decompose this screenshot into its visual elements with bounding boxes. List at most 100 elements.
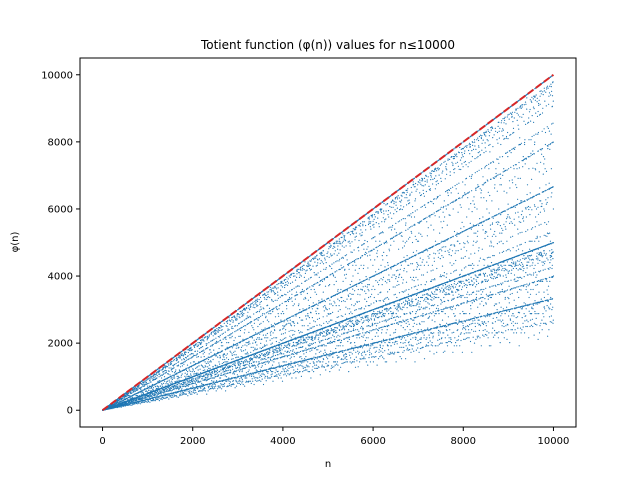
data-point xyxy=(255,299,257,301)
data-point xyxy=(127,404,129,406)
data-point xyxy=(285,337,287,339)
data-point xyxy=(172,367,174,369)
data-point xyxy=(201,383,203,386)
data-point xyxy=(207,361,209,363)
data-point xyxy=(278,315,280,317)
data-point xyxy=(322,291,324,293)
data-point xyxy=(138,385,140,387)
data-point xyxy=(257,380,259,382)
data-point xyxy=(242,313,244,315)
data-point xyxy=(279,296,281,298)
data-point xyxy=(306,349,308,351)
data-point xyxy=(233,363,235,365)
data-point xyxy=(301,325,303,327)
data-point xyxy=(321,261,323,263)
data-point xyxy=(236,342,238,344)
data-point xyxy=(154,400,156,402)
data-point xyxy=(166,396,169,398)
data-point xyxy=(288,298,290,300)
data-point xyxy=(238,382,240,384)
data-point xyxy=(315,257,317,259)
data-point xyxy=(278,346,280,348)
data-point xyxy=(313,371,315,373)
data-point xyxy=(264,377,266,379)
y-tick-label: 10000 xyxy=(41,70,73,81)
data-point xyxy=(258,373,260,375)
data-point xyxy=(157,385,159,387)
data-point xyxy=(187,380,189,382)
data-point xyxy=(292,329,294,332)
data-point xyxy=(210,351,212,353)
data-point xyxy=(141,402,143,404)
x-tick-label: 6000 xyxy=(360,436,385,447)
data-point xyxy=(231,347,234,349)
data-point xyxy=(151,387,153,389)
data-point xyxy=(167,373,170,375)
data-point xyxy=(273,350,275,352)
data-point xyxy=(310,312,312,314)
data-point xyxy=(302,337,304,339)
data-point xyxy=(325,306,327,308)
data-point xyxy=(300,339,302,341)
data-point xyxy=(225,390,227,392)
data-point xyxy=(242,315,244,317)
data-point xyxy=(270,334,272,336)
data-point xyxy=(211,375,213,377)
data-point xyxy=(288,364,290,366)
data-point xyxy=(237,356,240,358)
data-point xyxy=(294,365,296,367)
data-point xyxy=(220,377,222,379)
data-point xyxy=(152,379,154,381)
data-point xyxy=(138,387,140,390)
data-point xyxy=(260,359,262,361)
data-point xyxy=(296,273,298,275)
data-point xyxy=(206,369,208,371)
data-point xyxy=(272,350,274,352)
data-point xyxy=(254,367,256,369)
data-point xyxy=(202,353,204,355)
data-point xyxy=(215,355,217,357)
data-point xyxy=(244,377,246,379)
data-point xyxy=(120,406,123,408)
data-point xyxy=(321,332,323,335)
data-point xyxy=(239,335,241,337)
data-point xyxy=(215,342,217,344)
data-point xyxy=(176,386,178,388)
data-point xyxy=(195,383,197,386)
data-point xyxy=(309,350,311,352)
data-point xyxy=(245,325,247,327)
data-point xyxy=(240,313,242,315)
data-point xyxy=(263,329,265,331)
data-point xyxy=(219,387,221,389)
data-point xyxy=(324,305,326,307)
data-point xyxy=(264,354,267,356)
data-point xyxy=(261,373,263,375)
data-point xyxy=(317,272,319,274)
data-point xyxy=(291,281,294,283)
data-point xyxy=(300,266,302,268)
data-point xyxy=(284,350,286,352)
data-point xyxy=(322,316,324,318)
data-point xyxy=(142,397,144,399)
data-point xyxy=(176,365,178,367)
data-point xyxy=(323,358,325,361)
data-point xyxy=(218,341,220,343)
data-point xyxy=(235,347,237,349)
data-point xyxy=(167,380,169,382)
data-point xyxy=(188,358,190,360)
data-point xyxy=(286,354,288,357)
data-point xyxy=(253,365,255,367)
data-point xyxy=(285,345,287,347)
data-point xyxy=(200,375,202,377)
data-point xyxy=(226,370,228,372)
data-point xyxy=(235,354,237,356)
data-point xyxy=(151,396,153,398)
data-point xyxy=(324,257,326,259)
data-point xyxy=(240,356,242,358)
data-point xyxy=(238,346,240,348)
data-point xyxy=(300,346,302,348)
data-point xyxy=(222,371,224,373)
data-point xyxy=(204,369,206,371)
data-point xyxy=(167,389,169,391)
data-point xyxy=(289,319,291,321)
